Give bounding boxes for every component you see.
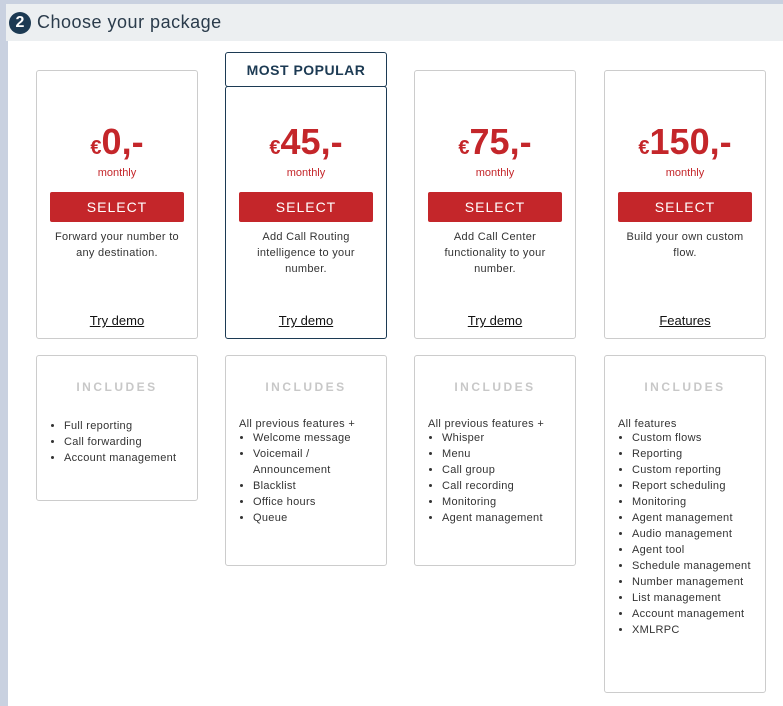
section-title: Choose your package: [37, 12, 222, 32]
feature-list: WhisperMenuCall groupCall recordingMonit…: [415, 430, 575, 526]
price-value: 0,-: [101, 121, 144, 162]
feature-item: Menu: [442, 446, 575, 462]
try-demo-link[interactable]: Try demo: [467, 313, 523, 328]
package-card: €0,- monthly SELECT Forward your number …: [36, 70, 198, 339]
feature-list: Custom flowsReportingCustom reportingRep…: [605, 430, 765, 638]
billing-period: monthly: [97, 167, 137, 179]
billing-period: monthly: [665, 167, 705, 179]
includes-card: INCLUDES Full reportingCall forwardingAc…: [36, 355, 198, 501]
includes-lead: All previous features +: [428, 418, 545, 430]
includes-heading: INCLUDES: [454, 380, 536, 394]
package-price: €0,-: [37, 121, 197, 163]
package-description: Forward your number to any destination.: [55, 231, 179, 259]
package-description: Add Call Center functionality to your nu…: [444, 231, 546, 275]
includes-card: INCLUDES All previous features + Welcome…: [225, 355, 387, 566]
includes-heading: INCLUDES: [76, 380, 158, 394]
package-price: €75,-: [415, 121, 575, 163]
feature-item: Agent management: [442, 510, 575, 526]
currency-symbol: €: [90, 137, 102, 159]
feature-item: Welcome message: [253, 430, 386, 446]
package-card: €45,- monthly SELECT Add Call Routing in…: [225, 86, 387, 339]
section-header: 2 Choose your package: [6, 4, 783, 41]
feature-item: Call forwarding: [64, 434, 197, 450]
feature-item: Report scheduling: [632, 478, 765, 494]
feature-item: Voicemail / Announcement: [253, 446, 386, 478]
package-description: Add Call Routing intelligence to your nu…: [257, 231, 355, 275]
feature-item: Custom reporting: [632, 462, 765, 478]
includes-card: INCLUDES All previous features + Whisper…: [414, 355, 576, 566]
feature-item: Agent management: [632, 510, 765, 526]
feature-item: Custom flows: [632, 430, 765, 446]
feature-list: Welcome messageVoicemail / AnnouncementB…: [226, 430, 386, 526]
feature-item: Whisper: [442, 430, 575, 446]
try-demo-link[interactable]: Try demo: [278, 313, 334, 328]
billing-period: monthly: [286, 167, 326, 179]
billing-period: monthly: [475, 167, 515, 179]
feature-item: Monitoring: [442, 494, 575, 510]
select-button[interactable]: SELECT: [428, 192, 562, 222]
feature-item: Account management: [632, 606, 765, 622]
currency-symbol: €: [269, 137, 281, 159]
feature-item: Agent tool: [632, 542, 765, 558]
package-price: €45,-: [226, 121, 386, 163]
currency-symbol: €: [638, 137, 650, 159]
feature-item: Account management: [64, 450, 197, 466]
feature-item: Schedule management: [632, 558, 765, 574]
feature-item: Monitoring: [632, 494, 765, 510]
feature-item: Audio management: [632, 526, 765, 542]
includes-lead: All previous features +: [239, 418, 356, 430]
includes-heading: INCLUDES: [265, 380, 347, 394]
select-button[interactable]: SELECT: [50, 192, 184, 222]
features-link[interactable]: Features: [659, 313, 711, 328]
currency-symbol: €: [458, 137, 470, 159]
feature-item: Number management: [632, 574, 765, 590]
package-card: €150,- monthly SELECT Build your own cus…: [604, 70, 766, 339]
feature-item: Call group: [442, 462, 575, 478]
feature-item: Reporting: [632, 446, 765, 462]
feature-item: Blacklist: [253, 478, 386, 494]
step-number-badge: 2: [9, 11, 31, 34]
price-value: 150,-: [649, 121, 732, 162]
feature-item: Call recording: [442, 478, 575, 494]
feature-item: List management: [632, 590, 765, 606]
includes-lead: All features: [618, 418, 677, 430]
feature-item: Full reporting: [64, 418, 197, 434]
most-popular-badge: MOST POPULAR: [225, 52, 387, 87]
feature-item: XMLRPC: [632, 622, 765, 638]
select-button[interactable]: SELECT: [618, 192, 752, 222]
feature-item: Queue: [253, 510, 386, 526]
feature-item: Office hours: [253, 494, 386, 510]
package-card: €75,- monthly SELECT Add Call Center fun…: [414, 70, 576, 339]
includes-card: INCLUDES All features Custom flowsReport…: [604, 355, 766, 693]
price-value: 75,-: [469, 121, 532, 162]
package-price: €150,-: [605, 121, 765, 163]
feature-list: Full reportingCall forwardingAccount man…: [37, 418, 197, 466]
try-demo-link[interactable]: Try demo: [89, 313, 145, 328]
package-description: Build your own custom flow.: [626, 231, 744, 259]
price-value: 45,-: [280, 121, 343, 162]
includes-heading: INCLUDES: [644, 380, 726, 394]
select-button[interactable]: SELECT: [239, 192, 373, 222]
